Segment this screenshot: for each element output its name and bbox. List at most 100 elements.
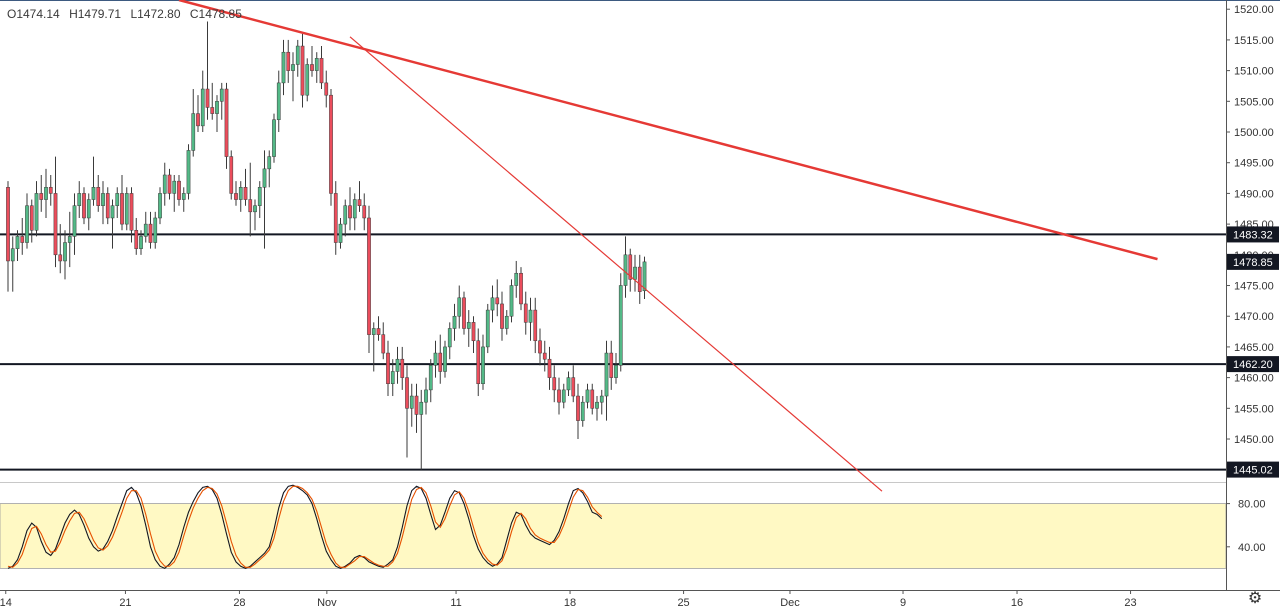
stoch-tick-label: 40.00 [1238, 542, 1266, 554]
candle-body [105, 193, 110, 219]
candle-body [305, 64, 310, 96]
candle-body [63, 242, 67, 262]
candle-body [462, 297, 466, 329]
candle-body [604, 352, 609, 397]
candle-body [153, 217, 158, 243]
candle-body [485, 309, 490, 348]
candle-body [471, 322, 476, 342]
candle-body [538, 340, 542, 354]
legend-low: L1472.80 [130, 7, 181, 21]
candle-body [614, 365, 618, 378]
candle-body [53, 193, 58, 256]
candle-body [300, 45, 305, 96]
time-tick-label: 16 [1011, 597, 1023, 609]
candle-body [91, 187, 96, 200]
candle-body [248, 199, 253, 213]
stoch-tick-label: 80.00 [1238, 499, 1266, 511]
candle-body [552, 377, 557, 391]
candle-body [196, 113, 200, 127]
candle-body [314, 58, 319, 71]
candle-body [186, 150, 191, 194]
candle-body [124, 193, 129, 225]
candle-body [390, 371, 395, 385]
candle-body [219, 88, 224, 102]
candle-body [528, 309, 533, 323]
candle-body [523, 303, 528, 323]
time-tick-label: 14 [0, 597, 12, 609]
price-tick-label: 1505.00 [1234, 96, 1274, 108]
candle-body [495, 297, 500, 305]
price-tick-label: 1490.00 [1234, 188, 1274, 200]
candle-body [466, 322, 471, 329]
candle-body [376, 328, 381, 335]
candle-body [272, 119, 276, 157]
legend-high: H1479.71 [69, 7, 122, 21]
candle-body [10, 248, 15, 262]
candle-body [324, 82, 329, 96]
price-tick-label: 1470.00 [1234, 311, 1274, 323]
candle-body [595, 401, 599, 409]
candle-body [143, 223, 148, 237]
stoch-band [0, 503, 1227, 569]
candle-body [533, 309, 538, 342]
settings-button[interactable]: ⚙ [1244, 590, 1266, 608]
candle-body [110, 205, 115, 219]
candle-body [6, 187, 10, 262]
price-tag-label: 1462.20 [1233, 359, 1273, 371]
candle-body [238, 187, 243, 200]
candle-body [115, 193, 120, 206]
gear-icon: ⚙ [1247, 590, 1263, 607]
ohlc-legend: O1474.14 H1479.71 L1472.80 C1478.85 [7, 7, 248, 21]
candle-body [547, 358, 552, 378]
trendline-0 [178, 0, 1158, 261]
candle-body [609, 352, 614, 378]
candle-body [623, 254, 628, 286]
candle-body [561, 389, 566, 403]
price-tag-box [1227, 226, 1279, 243]
candle-body [343, 205, 348, 225]
candle-body [101, 193, 105, 206]
candle-body [58, 254, 63, 262]
price-tag-label: 1445.02 [1233, 465, 1273, 477]
candle-body [158, 193, 162, 219]
candle-body [352, 199, 357, 219]
trendline-1 [349, 36, 883, 492]
candle-body [338, 223, 343, 243]
candle-body [200, 88, 205, 127]
candle-body [205, 88, 210, 108]
candle-body [419, 401, 424, 415]
price-tick-label: 1455.00 [1234, 403, 1274, 415]
candle-body [400, 358, 405, 378]
candle-body [48, 187, 53, 194]
candle-body [386, 352, 390, 385]
candle-body [129, 193, 134, 231]
candle-body [72, 205, 77, 237]
candle-body [414, 395, 419, 415]
candle-body [167, 174, 172, 194]
candle-body [243, 187, 248, 200]
candle-body [181, 193, 186, 200]
candle-body [139, 236, 143, 249]
price-tick-label: 1460.00 [1234, 373, 1274, 385]
candle-body [476, 340, 481, 385]
candle-body [333, 193, 338, 243]
candle-body [457, 297, 462, 317]
candle-body [34, 193, 39, 231]
candle-body [281, 51, 286, 84]
candle-body [443, 346, 447, 372]
price-tick-label: 1515.00 [1234, 35, 1274, 47]
stoch-line-0 [7, 484, 603, 570]
candle-body [267, 156, 272, 170]
price-tag-box [1227, 253, 1279, 270]
candle-body [424, 389, 428, 403]
candle-body [348, 205, 352, 219]
candle-body [628, 254, 633, 280]
candle-body [367, 217, 371, 335]
candle-body [542, 352, 547, 360]
candle-body [310, 64, 314, 71]
candle-body [557, 389, 561, 403]
candle-body [357, 199, 362, 206]
candle-body [67, 236, 72, 243]
